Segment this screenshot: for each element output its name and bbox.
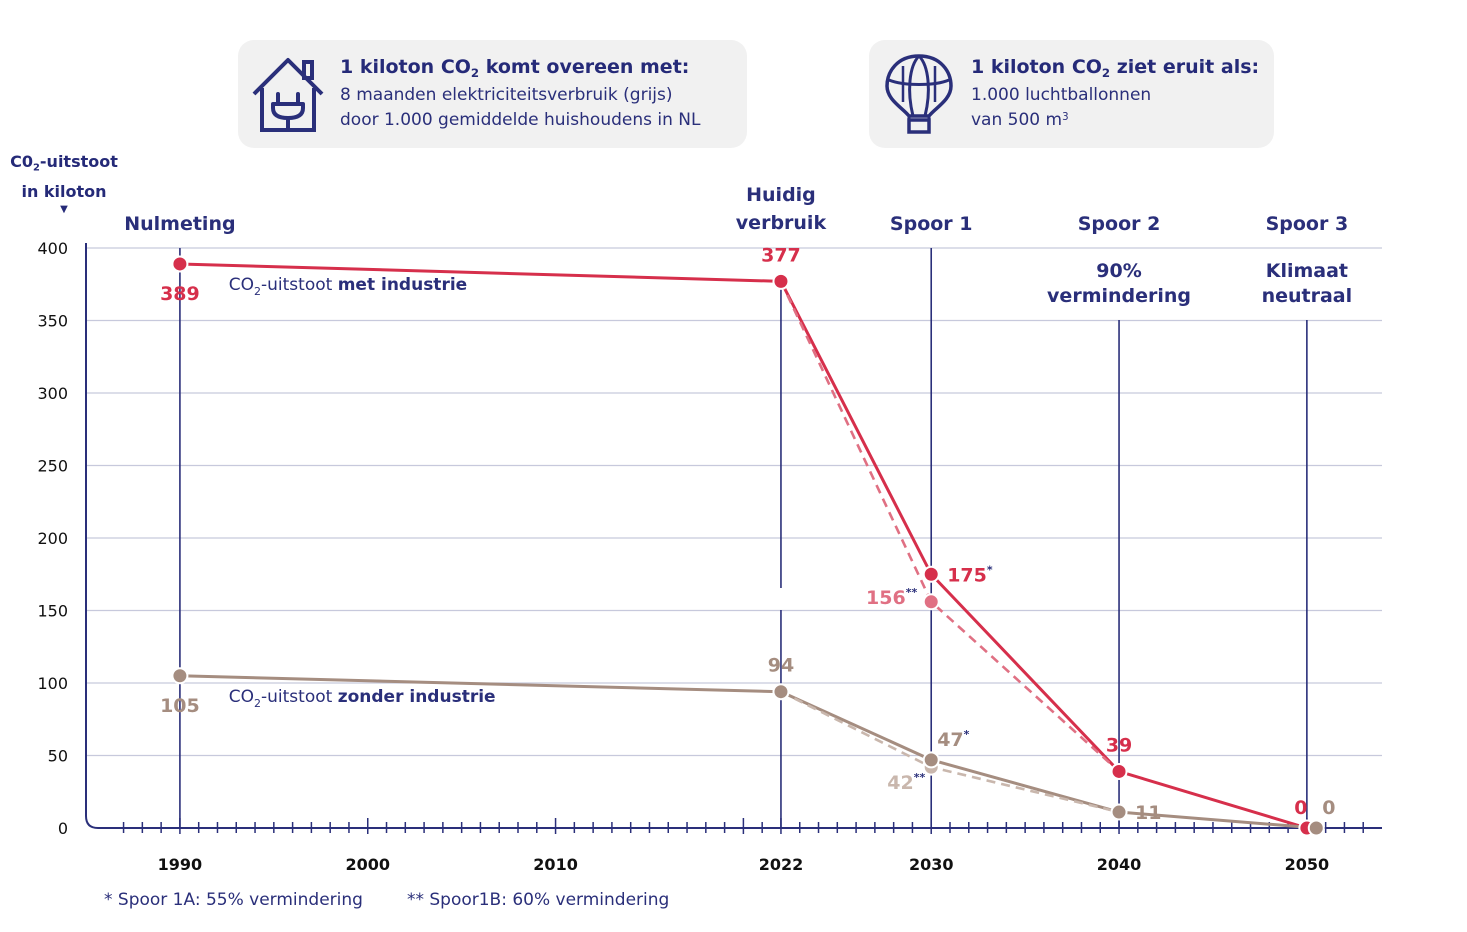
y-tick-label: 350 [37,312,68,331]
x-tick-label: 2000 [345,855,390,874]
data-label: 0 [1322,797,1335,819]
milestone-sublabel: Klimaat [1266,260,1348,282]
card-text-line: 1.000 luchtballonnen [971,85,1152,105]
milestone-label: Huidig [746,184,816,206]
data-label: 377 [761,244,801,266]
milestone-sublabel: 90% [1096,260,1141,282]
data-point [1110,762,1128,780]
series-legend-label: CO2-uitstoot zonder industrie [229,687,496,710]
card-text-line: 8 maanden elektriciteitsverbruik (grijs) [340,85,673,105]
card-title: 1 kiloton CO2 komt overeen met: [340,56,690,81]
hot-air-balloon-icon [879,52,959,140]
footnote-spoor-1b: ** Spoor1B: 60% vermindering [406,890,670,910]
data-label: 389 [160,283,200,305]
y-tick-label: 300 [37,384,68,403]
data-point [922,565,940,583]
data-point [772,272,790,290]
milestone-label: Spoor 3 [1266,213,1349,235]
x-tick-label: 2010 [533,855,578,874]
series-line [779,280,1120,773]
x-axis-line [85,243,1382,829]
data-point [1110,803,1128,821]
data-point [772,683,790,701]
house-plug-icon [248,52,328,140]
x-tick-label: 1990 [158,855,203,874]
y-tick-label: 150 [37,602,68,621]
milestone-sublabel: neutraal [1262,285,1353,307]
card-text-line: van 500 m3 [971,110,1069,130]
series-legend-label: CO2-uitstoot met industrie [229,275,467,298]
x-tick-label: 2040 [1097,855,1142,874]
data-point [922,751,940,769]
series-line [780,690,1120,814]
milestone-sublabel: vermindering [1047,285,1191,307]
data-point [922,593,940,611]
y-tick-label: 200 [37,529,68,548]
data-label: 105 [160,695,200,717]
y-tick-label: 400 [37,239,68,258]
data-point [171,255,189,273]
data-label: 94 [768,655,794,677]
y-tick-label: 0 [58,819,68,838]
y-tick-label: 50 [48,747,68,766]
data-point [1307,819,1325,837]
milestone-label: verbruik [736,212,827,234]
x-tick-label: 2050 [1285,855,1330,874]
milestone-label: Spoor 1 [890,213,973,235]
series-line [179,262,1308,830]
footnotes: * Spoor 1A: 55% vermindering ** Spoor1B: … [104,890,669,910]
y-axis-title: C02-uitstoot in kiloton ▼ [4,150,124,216]
info-card-household: 1 kiloton CO2 komt overeen met: 8 maande… [238,40,747,148]
x-tick-label: 2022 [759,855,804,874]
y-tick-label: 100 [37,674,68,693]
data-label: 0 [1294,797,1307,819]
data-label: 42** [887,771,925,794]
data-label: 39 [1106,734,1132,756]
milestone-label: Nulmeting [124,213,235,235]
data-label: 11 [1135,802,1161,824]
x-tick-label: 2030 [909,855,954,874]
data-label: 175* [947,563,993,586]
info-card-balloon: 1 kiloton CO2 ziet eruit als: 1.000 luch… [869,40,1274,148]
card-title: 1 kiloton CO2 ziet eruit als: [971,56,1260,81]
data-label: 47* [937,728,969,751]
card-text-line: door 1.000 gemiddelde huishoudens in NL [340,110,701,130]
footnote-spoor-1a: * Spoor 1A: 55% vermindering [104,890,363,910]
data-label: 156** [866,586,917,609]
milestone-label: Spoor 2 [1078,213,1161,235]
down-arrow-icon: ▼ [60,204,68,216]
y-tick-label: 250 [37,457,68,476]
data-point [171,667,189,685]
